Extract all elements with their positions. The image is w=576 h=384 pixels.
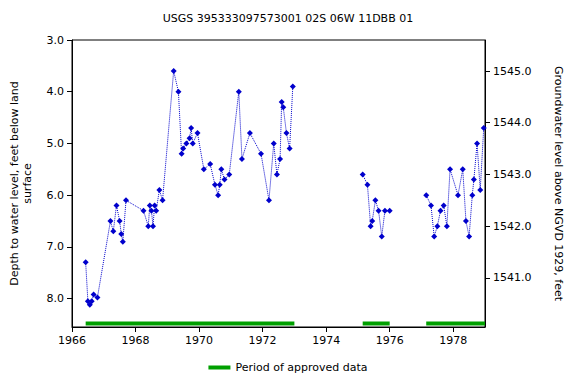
svg-text:1978: 1978 xyxy=(439,334,467,347)
svg-text:Depth to water level, feet bel: Depth to water level, feet below land xyxy=(8,81,21,286)
svg-text:1541.0: 1541.0 xyxy=(493,271,532,284)
svg-text:1974: 1974 xyxy=(312,334,340,347)
svg-text:1543.0: 1543.0 xyxy=(493,168,532,181)
svg-text:Period of approved data: Period of approved data xyxy=(235,361,367,374)
svg-text:8.0: 8.0 xyxy=(47,292,65,305)
svg-text:3.0: 3.0 xyxy=(47,34,65,47)
svg-text:5.0: 5.0 xyxy=(47,137,65,150)
svg-text:7.0: 7.0 xyxy=(47,240,65,253)
svg-text:surface: surface xyxy=(21,163,34,204)
svg-text:1968: 1968 xyxy=(122,334,150,347)
svg-text:1976: 1976 xyxy=(376,334,404,347)
svg-text:4.0: 4.0 xyxy=(47,85,65,98)
svg-text:1545.0: 1545.0 xyxy=(493,65,532,78)
svg-text:1966: 1966 xyxy=(58,334,86,347)
svg-text:1972: 1972 xyxy=(249,334,277,347)
svg-text:6.0: 6.0 xyxy=(47,189,65,202)
svg-text:Groundwater level above NGVD 1: Groundwater level above NGVD 1929, feet xyxy=(552,66,565,302)
svg-text:1544.0: 1544.0 xyxy=(493,116,532,129)
svg-text:1542.0: 1542.0 xyxy=(493,220,532,233)
svg-text:1970: 1970 xyxy=(185,334,213,347)
svg-text:USGS 395333097573001 02S 06W 1: USGS 395333097573001 02S 06W 11DBB 01 xyxy=(163,12,413,25)
